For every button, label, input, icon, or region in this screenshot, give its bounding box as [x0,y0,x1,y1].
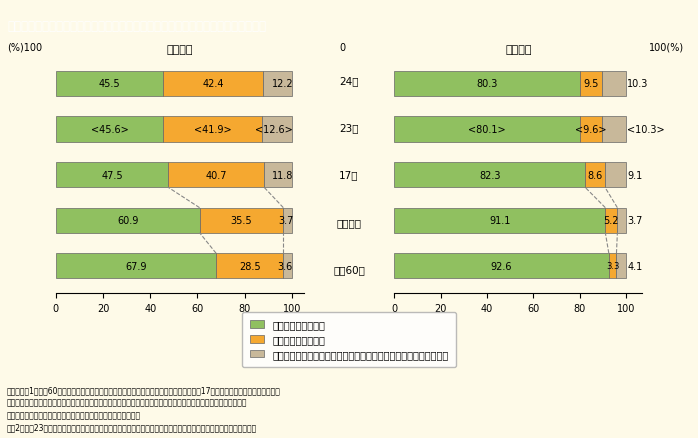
Text: <10.3>: <10.3> [627,125,664,135]
Bar [262,117,292,142]
Bar [580,117,602,142]
Text: 47.5: 47.5 [101,170,123,180]
Text: 3.3: 3.3 [606,261,619,271]
Text: 3.7: 3.7 [627,215,642,226]
Text: 17年: 17年 [339,170,359,180]
Bar [616,254,626,279]
Title: 〈男性〉: 〈男性〉 [505,45,531,55]
Text: 0: 0 [339,42,345,53]
Text: 平成７年: 平成７年 [336,218,362,227]
Text: 第１－２－８図　雇用形態別に見た役員を除く雇用者の構成割合の推移（男女別）: 第１－２－８図 雇用形態別に見た役員を除く雇用者の構成割合の推移（男女別） [7,20,266,33]
Text: 4.1: 4.1 [627,261,642,271]
Text: 80.3: 80.3 [477,79,498,89]
Text: 40.7: 40.7 [205,170,227,180]
Bar [605,208,618,233]
Text: 60.9: 60.9 [117,215,138,226]
Title: 〈女性〉: 〈女性〉 [167,45,193,55]
Bar [56,162,168,188]
Text: 82.3: 82.3 [479,170,500,180]
Text: <45.6>: <45.6> [91,125,128,135]
Text: (%)100: (%)100 [7,42,42,53]
Text: 67.9: 67.9 [125,261,147,271]
Bar [605,162,626,188]
Bar [394,117,580,142]
Bar [394,72,580,97]
Text: 査月等が相違することから，時系列比較には注意を要する。: 査月等が相違することから，時系列比較には注意を要する。 [7,410,141,419]
Bar [602,72,626,97]
Bar [163,72,263,97]
Text: 5.2: 5.2 [604,215,619,226]
Bar [200,208,283,233]
Text: 3.7: 3.7 [278,215,293,226]
Bar [618,208,626,233]
Legend: 正規の職員・従業員, パート・アルバイト, その他（労働者派遣事業所の派遣社員，契約社員・嘱託，その他）: 正規の職員・従業員, パート・アルバイト, その他（労働者派遣事業所の派遣社員，… [242,312,456,367]
Text: 42.4: 42.4 [202,79,224,89]
Text: <12.6>: <12.6> [255,125,293,135]
Bar [283,254,292,279]
Bar [216,254,283,279]
Bar [264,162,292,188]
Bar [602,117,626,142]
Text: 45.5: 45.5 [98,79,120,89]
Bar [56,117,163,142]
Bar [394,254,609,279]
Bar [56,72,163,97]
Bar [56,208,200,233]
Text: 12.2: 12.2 [272,79,293,89]
Text: 35.5: 35.5 [230,215,252,226]
Bar [56,254,216,279]
Text: 9.1: 9.1 [627,170,642,180]
Bar [168,162,264,188]
Text: 11.8: 11.8 [272,170,293,180]
Text: 9.5: 9.5 [584,79,599,89]
Text: 3.6: 3.6 [278,261,293,271]
Bar [585,162,605,188]
Text: 2．平成23年の＜＞内の割合は，岩手県，宮城県及び福島県について総務省が補完的に推計した値を用いている。: 2．平成23年の＜＞内の割合は，岩手県，宮城県及び福島県について総務省が補完的に… [7,422,258,431]
Text: 昭和60年: 昭和60年 [333,265,365,275]
Text: 28.5: 28.5 [239,261,260,271]
Text: 91.1: 91.1 [489,215,510,226]
Bar [263,72,292,97]
Text: 24年: 24年 [339,76,359,85]
Bar [394,208,605,233]
Bar [163,117,262,142]
Bar [609,254,616,279]
Bar [580,72,602,97]
Bar [283,208,292,233]
Text: <9.6>: <9.6> [575,125,607,135]
Text: 100(%): 100(%) [649,42,684,53]
Text: <80.1>: <80.1> [468,125,506,135]
Text: 10.3: 10.3 [628,79,648,89]
Text: 23年: 23年 [339,123,359,133]
Text: （備考）　1．昭和60年と平成７年は，総務庁「労働力調査特別調査」（各年２月）より，17年以降は総務省「労働力調査（詳: （備考） 1．昭和60年と平成７年は，総務庁「労働力調査特別調査」（各年２月）よ… [7,385,281,395]
Text: 92.6: 92.6 [491,261,512,271]
Text: <41.9>: <41.9> [194,125,232,135]
Text: 8.6: 8.6 [587,170,602,180]
Bar [394,162,585,188]
Text: 細集計）」（年平均）より作成。「労働力調査特別調査」と「労働力調査（詳細集計）」とでは，調査方法，調: 細集計）」（年平均）より作成。「労働力調査特別調査」と「労働力調査（詳細集計）」… [7,398,248,407]
